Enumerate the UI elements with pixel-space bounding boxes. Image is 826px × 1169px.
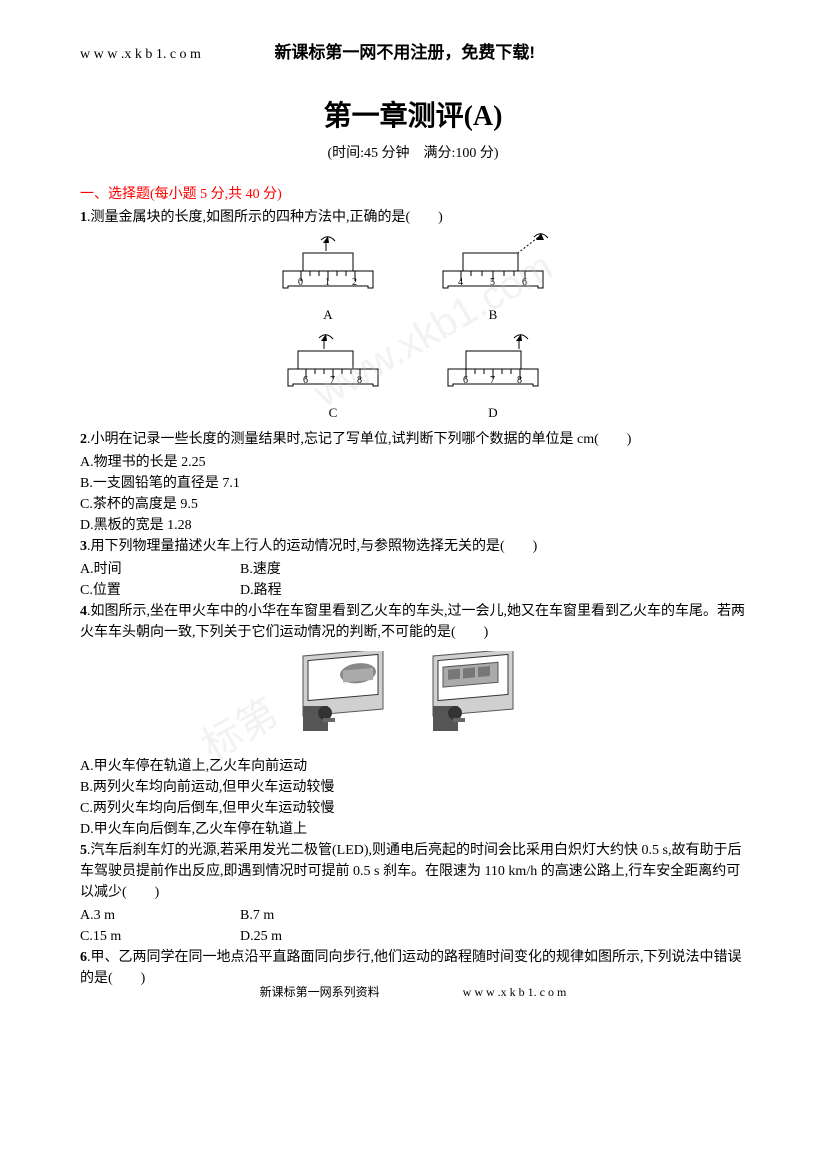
svg-text:8: 8 (517, 375, 522, 386)
svg-text:1: 1 (325, 277, 330, 288)
svg-text:6: 6 (303, 375, 308, 386)
ruler-d-svg: 6 7 8 (438, 331, 548, 401)
q5-opts-row1: A.3 m B.7 m (80, 905, 746, 926)
q5-opt-c: C.15 m (80, 926, 240, 947)
q3-number: 3 (80, 539, 87, 554)
q5-opts-row2: C.15 m D.25 m (80, 926, 746, 947)
q1-number: 1 (80, 210, 87, 225)
q3-opt-b: B.速度 (240, 559, 400, 580)
q1-figures-row1: 0 1 2 A 4 5 6 (80, 233, 746, 326)
ruler-a-svg: 0 1 2 (273, 233, 383, 303)
q1-label-c: C (278, 403, 388, 423)
q5-opt-a: A.3 m (80, 905, 240, 926)
question-3: 3.用下列物理量描述火车上行人的运动情况时,与参照物选择无关的是( ) (80, 536, 746, 557)
footer-right: w w w .x k b 1. c o m (463, 983, 567, 1001)
q1-text: .测量金属块的长度,如图所示的四种方法中,正确的是( ) (87, 210, 443, 225)
q5-number: 5 (80, 843, 87, 858)
svg-text:0: 0 (298, 277, 303, 288)
q5-opt-d: D.25 m (240, 926, 400, 947)
q1-figures-row2: 6 7 8 C 6 7 8 (80, 331, 746, 424)
page-header: w w w .x k b 1. c o m 新课标第一网不用注册，免费下载! (80, 40, 746, 66)
q1-label-d: D (438, 403, 548, 423)
page-subtitle: (时间:45 分钟 满分:100 分) (80, 143, 746, 164)
q1-figure-b: 4 5 6 B (433, 233, 553, 325)
svg-text:8: 8 (357, 375, 362, 386)
question-4: 4.如图所示,坐在甲火车中的小华在车窗里看到乙火车的车头,过一会儿,她又在车窗里… (80, 601, 746, 643)
train-svg (283, 651, 543, 741)
q4-figure (80, 651, 746, 748)
q6-text: .甲、乙两同学在同一地点沿平直路面同向步行,他们运动的路程随时间变化的规律如图所… (80, 950, 742, 986)
q4-opt-a: A.甲火车停在轨道上,乙火车向前运动 (80, 756, 746, 777)
ruler-c-svg: 6 7 8 (278, 331, 388, 401)
section-1-header: 一、选择题(每小题 5 分,共 40 分) (80, 184, 746, 205)
q3-opt-d: D.路程 (240, 580, 400, 601)
q1-figure-d: 6 7 8 D (438, 331, 548, 423)
page-footer: 新课标第一网系列资料 w w w .x k b 1. c o m (0, 983, 826, 1001)
q2-opt-c: C.茶杯的高度是 9.5 (80, 494, 746, 515)
q4-opt-b: B.两列火车均向前运动,但甲火车运动较慢 (80, 777, 746, 798)
q5-opt-b: B.7 m (240, 905, 400, 926)
svg-text:4: 4 (458, 277, 463, 288)
q4-opt-d: D.甲火车向后倒车,乙火车停在轨道上 (80, 819, 746, 840)
q4-opt-c: C.两列火车均向后倒车,但甲火车运动较慢 (80, 798, 746, 819)
svg-text:2: 2 (352, 277, 357, 288)
q5-text: .汽车后刹车灯的光源,若采用发光二极管(LED),则通电后亮起的时间会比采用白炽… (80, 843, 741, 900)
q4-number: 4 (80, 604, 87, 619)
q3-opt-c: C.位置 (80, 580, 240, 601)
q6-number: 6 (80, 950, 87, 965)
q3-text: .用下列物理量描述火车上行人的运动情况时,与参照物选择无关的是( ) (87, 539, 537, 554)
svg-text:6: 6 (463, 375, 468, 386)
svg-text:6: 6 (522, 277, 527, 288)
q2-number: 2 (80, 432, 87, 447)
q1-figure-c: 6 7 8 C (278, 331, 388, 423)
svg-text:7: 7 (330, 375, 335, 386)
question-5: 5.汽车后刹车灯的光源,若采用发光二极管(LED),则通电后亮起的时间会比采用白… (80, 840, 746, 903)
q2-opt-b: B.一支圆铅笔的直径是 7.1 (80, 473, 746, 494)
q3-opt-a: A.时间 (80, 559, 240, 580)
header-tagline: 新课标第一网不用注册，免费下载! (274, 40, 535, 66)
q2-text: .小明在记录一些长度的测量结果时,忘记了写单位,试判断下列哪个数据的单位是 cm… (87, 432, 631, 447)
question-1: 1.测量金属块的长度,如图所示的四种方法中,正确的是( ) (80, 207, 746, 228)
q4-text: .如图所示,坐在甲火车中的小华在车窗里看到乙火车的车头,过一会儿,她又在车窗里看… (80, 604, 745, 640)
svg-text:5: 5 (490, 277, 495, 288)
ruler-b-svg: 4 5 6 (433, 233, 553, 303)
q1-label-b: B (433, 305, 553, 325)
question-2: 2.小明在记录一些长度的测量结果时,忘记了写单位,试判断下列哪个数据的单位是 c… (80, 429, 746, 450)
q2-opt-a: A.物理书的长是 2.25 (80, 452, 746, 473)
q1-label-a: A (273, 305, 383, 325)
q3-opts-row1: A.时间 B.速度 (80, 559, 746, 580)
q2-opt-d: D.黑板的宽是 1.28 (80, 515, 746, 536)
q1-figure-a: 0 1 2 A (273, 233, 383, 325)
header-url: w w w .x k b 1. c o m (80, 44, 201, 65)
svg-text:7: 7 (490, 375, 495, 386)
footer-left: 新课标第一网系列资料 (260, 983, 380, 1001)
q3-opts-row2: C.位置 D.路程 (80, 580, 746, 601)
page-title: 第一章测评(A) (80, 96, 746, 138)
